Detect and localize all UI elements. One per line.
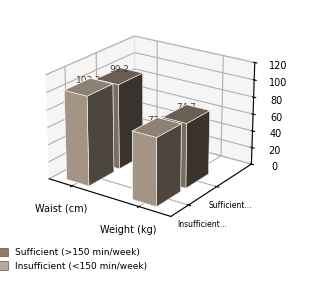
Legend: Sufficient (>150 min/week), Insufficient (<150 min/week): Sufficient (>150 min/week), Insufficient… (0, 248, 147, 271)
